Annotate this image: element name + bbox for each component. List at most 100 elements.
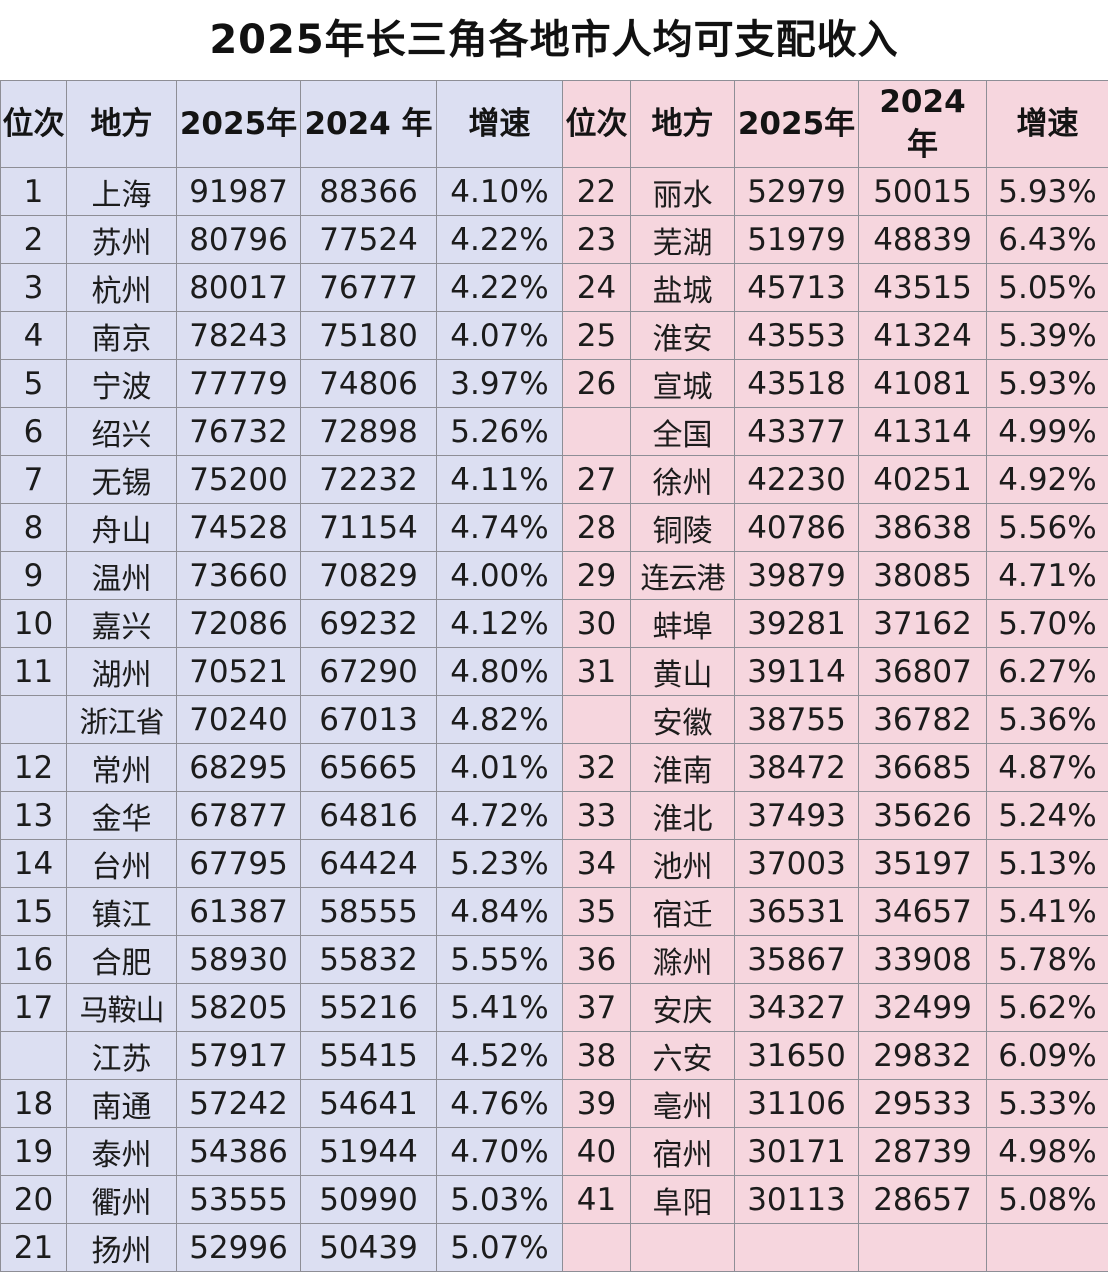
right-income-2025-cell: 37493	[734, 791, 859, 840]
right-income-2025-cell: 45713	[734, 263, 859, 312]
right-rank-cell: 25	[562, 311, 631, 360]
header-place-left: 地方	[66, 80, 177, 168]
left-rank-cell: 10	[0, 599, 67, 648]
right-income-2024-cell: 41324	[858, 311, 987, 360]
right-income-2025-cell: 39114	[734, 647, 859, 696]
left-rank-cell: 3	[0, 263, 67, 312]
left-income-2024-cell: 77524	[300, 215, 437, 264]
table-row: 浙江省 70240 67013 4.82% 安徽 38755 36782 5.36%	[0, 695, 1108, 744]
left-rank-cell: 13	[0, 791, 67, 840]
right-rank-cell: 34	[562, 839, 631, 888]
left-growth-cell: 5.23%	[436, 839, 563, 888]
table-row: 5 宁波 77779 74806 3.97% 26 宣城 43518 41081 5.93%	[0, 359, 1108, 408]
left-rank-cell: 19	[0, 1127, 67, 1176]
right-rank-cell: 33	[562, 791, 631, 840]
right-growth-cell: 4.87%	[986, 743, 1108, 792]
right-growth-cell: 5.08%	[986, 1175, 1108, 1224]
right-place-cell: 阜阳	[630, 1175, 735, 1224]
header-rank-right: 位次	[562, 80, 631, 168]
right-income-2025-cell: 43553	[734, 311, 859, 360]
table-row: 7 无锡 75200 72232 4.11% 27 徐州 42230 40251 4.92%	[0, 455, 1108, 504]
left-rank-cell: 2	[0, 215, 67, 264]
left-income-2024-cell: 67013	[300, 695, 437, 744]
right-place-cell: 宣城	[630, 359, 735, 408]
left-place-cell: 舟山	[66, 503, 177, 552]
left-income-2024-cell: 55832	[300, 935, 437, 984]
left-growth-cell: 4.84%	[436, 887, 563, 936]
left-growth-cell: 4.11%	[436, 455, 563, 504]
right-place-cell: 淮安	[630, 311, 735, 360]
table-row: 15 镇江 61387 58555 4.84% 35 宿迁 36531 34657 5.41%	[0, 887, 1108, 936]
left-growth-cell: 4.52%	[436, 1031, 563, 1080]
right-growth-cell: 5.56%	[986, 503, 1108, 552]
left-growth-cell: 4.72%	[436, 791, 563, 840]
right-rank-cell: 28	[562, 503, 631, 552]
left-place-cell: 宁波	[66, 359, 177, 408]
table-row: 12 常州 68295 65665 4.01% 32 淮南 38472 36685 4.87%	[0, 743, 1108, 792]
table-row: 17 马鞍山 58205 55216 5.41% 37 安庆 34327 32499 5.62%	[0, 983, 1108, 1032]
table-row: 江苏 57917 55415 4.52% 38 六安 31650 29832 6.09%	[0, 1031, 1108, 1080]
right-place-cell: 连云港	[630, 551, 735, 600]
right-income-2024-cell: 29533	[858, 1079, 987, 1128]
right-place-cell: 徐州	[630, 455, 735, 504]
right-growth-cell: 5.78%	[986, 935, 1108, 984]
left-income-2024-cell: 64816	[300, 791, 437, 840]
left-income-2025-cell: 61387	[176, 887, 301, 936]
left-place-cell: 无锡	[66, 455, 177, 504]
right-income-2025-cell: 43518	[734, 359, 859, 408]
table-row: 1 上海 91987 88366 4.10% 22 丽水 52979 50015 5.93%	[0, 167, 1108, 216]
table-header: 位次 地方 2025年 2024 年 增速 位次 地方 2025年 2024 年…	[0, 80, 1108, 168]
right-income-2025-cell: 38472	[734, 743, 859, 792]
right-growth-cell: 6.27%	[986, 647, 1108, 696]
right-income-2024-cell: 29832	[858, 1031, 987, 1080]
right-growth-cell: 5.36%	[986, 695, 1108, 744]
right-income-2024-cell: 40251	[858, 455, 987, 504]
left-income-2024-cell: 64424	[300, 839, 437, 888]
right-growth-cell: 4.71%	[986, 551, 1108, 600]
right-place-cell: 六安	[630, 1031, 735, 1080]
left-rank-cell: 11	[0, 647, 67, 696]
left-place-cell: 嘉兴	[66, 599, 177, 648]
left-growth-cell: 5.41%	[436, 983, 563, 1032]
left-income-2024-cell: 55216	[300, 983, 437, 1032]
right-income-2024-cell: 33908	[858, 935, 987, 984]
right-rank-cell: 38	[562, 1031, 631, 1080]
right-income-2024-cell: 28739	[858, 1127, 987, 1176]
table-row: 14 台州 67795 64424 5.23% 34 池州 37003 35197 5.13%	[0, 839, 1108, 888]
left-income-2024-cell: 67290	[300, 647, 437, 696]
right-income-2024-cell: 43515	[858, 263, 987, 312]
right-growth-cell: 5.39%	[986, 311, 1108, 360]
header-2024-right: 2024 年	[858, 80, 987, 168]
left-rank-cell: 21	[0, 1223, 67, 1272]
right-income-2025-cell: 51979	[734, 215, 859, 264]
right-income-2024-cell: 50015	[858, 167, 987, 216]
left-place-cell: 泰州	[66, 1127, 177, 1176]
left-rank-cell: 15	[0, 887, 67, 936]
right-income-2024-cell: 36685	[858, 743, 987, 792]
right-rank-cell: 26	[562, 359, 631, 408]
left-place-cell: 上海	[66, 167, 177, 216]
right-income-2024-cell: 38638	[858, 503, 987, 552]
income-table-container: 位次 地方 2025年 2024 年 增速 位次 地方 2025年 2024 年…	[0, 80, 1108, 1274]
right-rank-cell	[562, 407, 631, 456]
left-rank-cell	[0, 695, 67, 744]
header-2025-right: 2025年	[734, 80, 859, 168]
right-income-2024-cell: 38085	[858, 551, 987, 600]
left-place-cell: 绍兴	[66, 407, 177, 456]
left-place-cell: 南京	[66, 311, 177, 360]
left-growth-cell: 4.22%	[436, 215, 563, 264]
right-rank-cell: 23	[562, 215, 631, 264]
header-rank-left: 位次	[0, 80, 67, 168]
left-income-2024-cell: 50990	[300, 1175, 437, 1224]
right-income-2024-cell	[858, 1223, 987, 1272]
left-place-cell: 苏州	[66, 215, 177, 264]
left-place-cell: 浙江省	[66, 695, 177, 744]
left-rank-cell: 4	[0, 311, 67, 360]
right-place-cell: 安徽	[630, 695, 735, 744]
table-row: 13 金华 67877 64816 4.72% 33 淮北 37493 35626 5.24%	[0, 791, 1108, 840]
left-income-2024-cell: 71154	[300, 503, 437, 552]
left-income-2025-cell: 58205	[176, 983, 301, 1032]
left-income-2024-cell: 72232	[300, 455, 437, 504]
left-growth-cell: 4.70%	[436, 1127, 563, 1176]
right-growth-cell: 5.05%	[986, 263, 1108, 312]
